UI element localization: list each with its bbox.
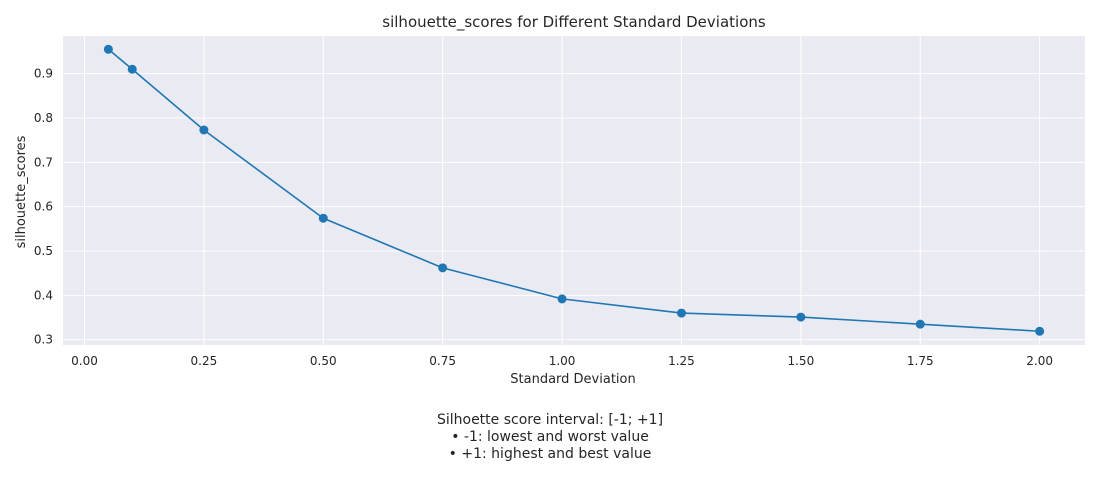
data-point <box>438 263 448 273</box>
caption-bullet-best: • +1: highest and best value <box>448 446 652 462</box>
series-line <box>107 48 1040 333</box>
data-point <box>199 125 209 135</box>
data-point <box>796 312 806 322</box>
series-layer <box>103 44 1045 336</box>
x-tick-label: 1.75 <box>907 354 934 368</box>
y-axis-label: silhouette_scores <box>14 135 29 248</box>
plot-area <box>63 36 1085 345</box>
x-tick-label: 1.50 <box>787 354 814 368</box>
data-point <box>676 308 686 318</box>
y-tick-label: 0.4 <box>34 288 53 302</box>
data-point <box>557 294 567 304</box>
caption-title: Silhoette score interval: [-1; +1] <box>436 412 664 428</box>
y-tick-label: 0.7 <box>34 155 53 169</box>
caption-bullet-worst: • -1: lowest and worst value <box>451 429 649 445</box>
data-point <box>127 64 137 74</box>
data-point <box>103 44 113 54</box>
y-tick-label: 0.5 <box>34 244 53 258</box>
x-tick-label: 0.75 <box>429 354 456 368</box>
x-tick-label: 0.00 <box>71 354 98 368</box>
y-tick-label: 0.9 <box>34 67 53 81</box>
y-tick-label: 0.3 <box>34 333 53 347</box>
y-tick-label: 0.8 <box>34 111 53 125</box>
y-tick-label: 0.6 <box>34 200 53 214</box>
data-point <box>318 213 328 223</box>
x-axis-label: Standard Deviation <box>510 372 635 387</box>
grid <box>63 36 1085 345</box>
data-point <box>915 319 925 329</box>
y-axis-ticks: 0.3 0.4 0.5 0.6 0.7 0.8 0.9 <box>34 67 53 347</box>
data-point <box>1035 326 1045 336</box>
x-axis-ticks: 0.00 0.25 0.50 0.75 1.00 1.25 1.50 1.75 2.00 <box>71 354 1053 368</box>
chart-caption: Silhoette score interval: [-1; +1] • -1:… <box>0 412 1100 463</box>
chart: silhouette_scores for Different Standard… <box>14 13 1085 387</box>
x-tick-label: 1.25 <box>668 354 695 368</box>
x-tick-label: 1.00 <box>549 354 576 368</box>
x-tick-label: 0.25 <box>191 354 218 368</box>
x-tick-label: 0.50 <box>310 354 337 368</box>
chart-title: silhouette_scores for Different Standard… <box>382 13 766 32</box>
x-tick-label: 2.00 <box>1026 354 1053 368</box>
